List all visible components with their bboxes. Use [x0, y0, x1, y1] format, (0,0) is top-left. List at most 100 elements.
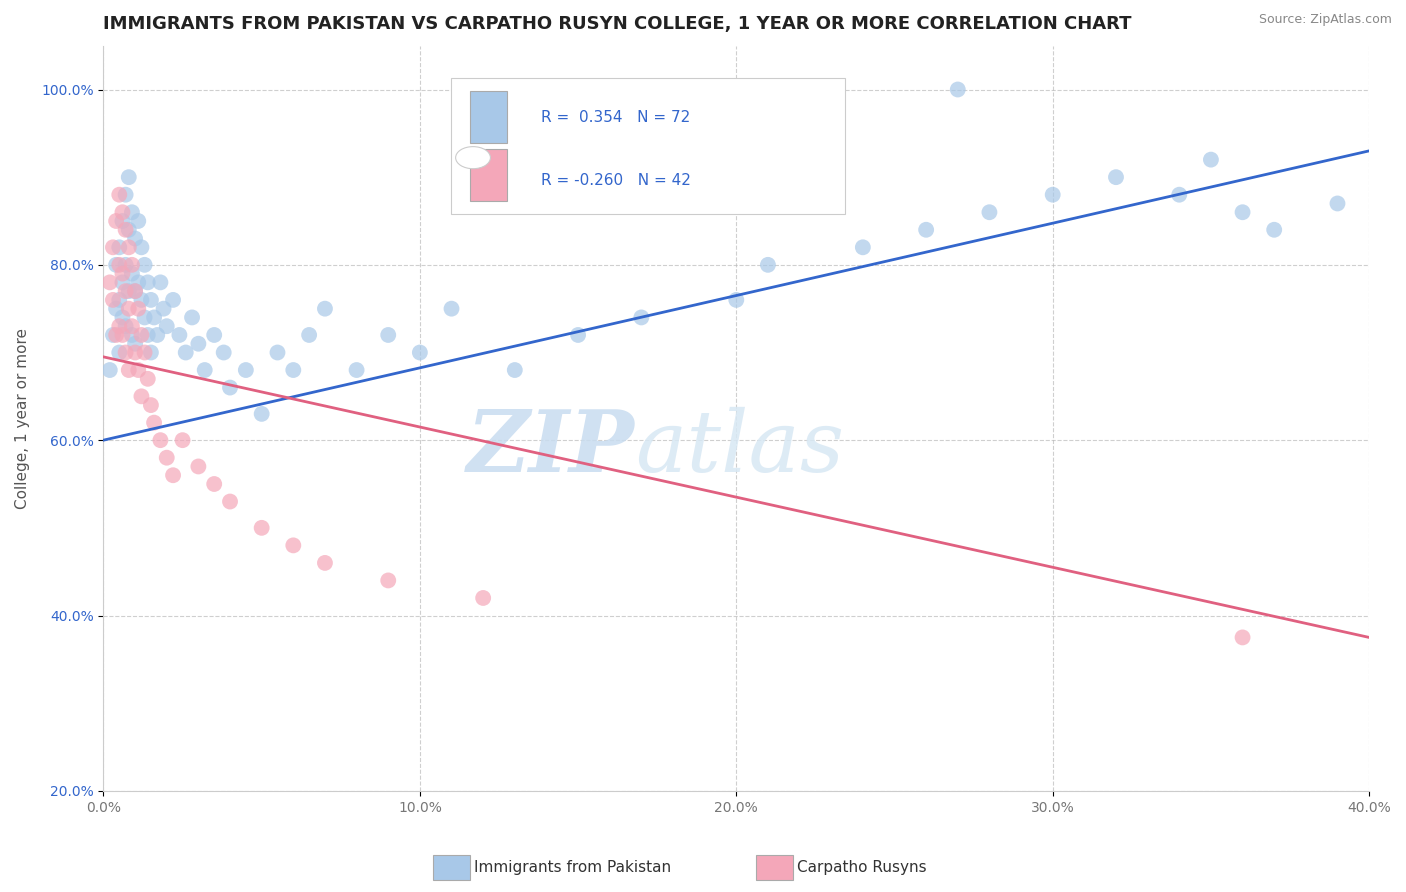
Point	[114, 258, 136, 272]
Point	[202, 477, 225, 491]
Point	[146, 328, 169, 343]
Point	[121, 258, 143, 272]
Point	[1232, 631, 1254, 645]
Point	[250, 521, 273, 535]
Point	[108, 187, 131, 202]
Point	[118, 223, 141, 237]
Point	[108, 293, 131, 307]
Point	[174, 345, 197, 359]
Point	[108, 319, 131, 334]
Point	[111, 276, 134, 290]
Point	[314, 556, 336, 570]
Point	[1263, 223, 1285, 237]
Point	[136, 372, 159, 386]
Point	[124, 336, 146, 351]
Point	[108, 258, 131, 272]
Point	[162, 293, 184, 307]
Point	[630, 310, 652, 325]
Text: atlas: atlas	[636, 407, 844, 490]
Point	[1042, 187, 1064, 202]
Point	[156, 450, 179, 465]
Point	[139, 398, 162, 412]
Point	[149, 276, 172, 290]
Point	[134, 310, 156, 325]
Point	[266, 345, 288, 359]
Point	[101, 293, 124, 307]
Point	[346, 363, 368, 377]
Point	[250, 407, 273, 421]
Point	[131, 328, 153, 343]
Point	[101, 240, 124, 254]
Point	[111, 267, 134, 281]
Point	[219, 494, 242, 508]
Point	[105, 214, 128, 228]
Point	[127, 301, 149, 316]
Point	[118, 240, 141, 254]
Point	[725, 293, 748, 307]
Point	[121, 319, 143, 334]
Point	[114, 223, 136, 237]
Point	[283, 538, 305, 552]
Point	[131, 240, 153, 254]
Point	[118, 363, 141, 377]
Point	[283, 363, 305, 377]
Point	[181, 310, 204, 325]
Point	[124, 231, 146, 245]
Point	[139, 345, 162, 359]
Point	[124, 284, 146, 298]
Text: ZIP: ZIP	[467, 407, 636, 490]
Point	[212, 345, 235, 359]
Point	[118, 284, 141, 298]
Point	[139, 293, 162, 307]
Point	[852, 240, 875, 254]
Point	[235, 363, 257, 377]
Point	[127, 363, 149, 377]
Point	[472, 591, 495, 605]
Point	[114, 284, 136, 298]
Point	[124, 284, 146, 298]
Point	[114, 187, 136, 202]
Point	[98, 276, 121, 290]
Point	[314, 301, 336, 316]
Point	[121, 328, 143, 343]
Point	[567, 328, 589, 343]
Point	[979, 205, 1001, 219]
Point	[105, 328, 128, 343]
Point	[1168, 187, 1191, 202]
Point	[127, 214, 149, 228]
Point	[298, 328, 321, 343]
Point	[162, 468, 184, 483]
Point	[503, 363, 526, 377]
Point	[136, 276, 159, 290]
Point	[134, 258, 156, 272]
Point	[1326, 196, 1348, 211]
Point	[156, 319, 179, 334]
Point	[136, 328, 159, 343]
Text: R =  0.354   N = 72: R = 0.354 N = 72	[541, 110, 690, 125]
Point	[108, 345, 131, 359]
Point	[915, 223, 938, 237]
Point	[202, 328, 225, 343]
Point	[131, 389, 153, 403]
Point	[149, 433, 172, 447]
Point	[98, 363, 121, 377]
Text: Immigrants from Pakistan: Immigrants from Pakistan	[474, 860, 671, 874]
Text: R = -0.260   N = 42: R = -0.260 N = 42	[541, 173, 692, 188]
Point	[152, 301, 174, 316]
Point	[121, 205, 143, 219]
Point	[1105, 170, 1128, 185]
Point	[111, 205, 134, 219]
Text: IMMIGRANTS FROM PAKISTAN VS CARPATHO RUSYN COLLEGE, 1 YEAR OR MORE CORRELATION C: IMMIGRANTS FROM PAKISTAN VS CARPATHO RUS…	[104, 15, 1132, 33]
Point	[194, 363, 217, 377]
Point	[111, 214, 134, 228]
Text: Source: ZipAtlas.com: Source: ZipAtlas.com	[1258, 13, 1392, 27]
Point	[143, 416, 166, 430]
Point	[946, 82, 969, 96]
Point	[377, 328, 399, 343]
Point	[756, 258, 779, 272]
Point	[1199, 153, 1222, 167]
Point	[114, 319, 136, 334]
Y-axis label: College, 1 year or more: College, 1 year or more	[15, 327, 30, 508]
Point	[127, 276, 149, 290]
Point	[131, 293, 153, 307]
